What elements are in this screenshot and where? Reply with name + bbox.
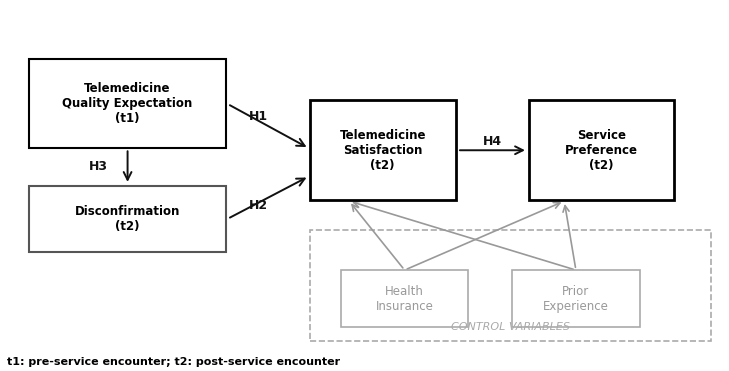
Text: Service
Preference
(t2): Service Preference (t2) <box>565 129 638 172</box>
Text: Telemedicine
Quality Expectation
(t1): Telemedicine Quality Expectation (t1) <box>63 82 192 125</box>
Bar <box>529 100 674 200</box>
Text: t1: pre-service encounter; t2: post-service encounter: t1: pre-service encounter; t2: post-serv… <box>7 357 340 367</box>
Text: Disconfirmation
(t2): Disconfirmation (t2) <box>75 205 180 233</box>
Bar <box>310 100 456 200</box>
Bar <box>310 230 711 341</box>
Bar <box>512 270 640 327</box>
Text: H3: H3 <box>89 160 108 174</box>
Bar <box>340 270 469 327</box>
Text: Telemedicine
Satisfaction
(t2): Telemedicine Satisfaction (t2) <box>340 129 426 172</box>
Text: H4: H4 <box>483 135 502 148</box>
Text: Prior
Experience: Prior Experience <box>543 285 609 313</box>
Text: Health
Insurance: Health Insurance <box>375 285 434 313</box>
Text: H1: H1 <box>249 110 268 124</box>
Bar <box>29 186 226 252</box>
Bar <box>29 59 226 148</box>
Text: CONTROL VARIABLES: CONTROL VARIABLES <box>451 322 570 332</box>
Text: H2: H2 <box>249 199 268 213</box>
